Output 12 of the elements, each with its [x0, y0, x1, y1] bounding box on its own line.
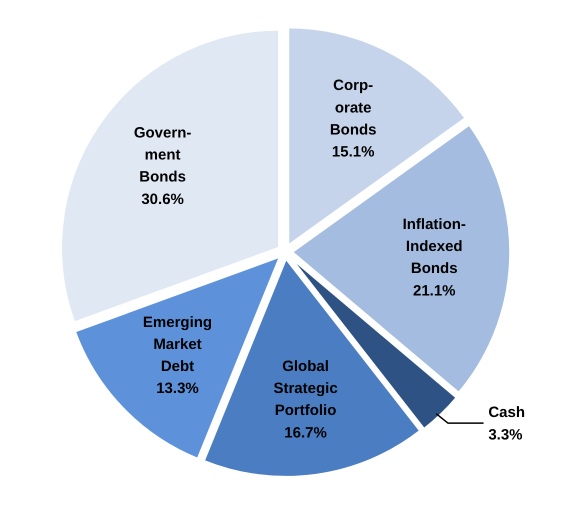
- data-label: 3.3%: [488, 426, 523, 444]
- slice-label: Govern- ment Bonds: [134, 124, 192, 186]
- slice-label: Global Strategic Portfolio: [273, 358, 338, 420]
- data-label: 16.7%: [284, 424, 327, 442]
- data-label: 15.1%: [332, 144, 374, 161]
- slice-label: Cash: [488, 404, 526, 422]
- data-label: 30.6%: [141, 190, 184, 208]
- data-label: 21.1%: [412, 282, 456, 300]
- slice-label: Inflation- Indexed Bonds: [402, 216, 466, 278]
- slice-label: Emerging Market Debt: [142, 314, 212, 375]
- slice-label: Corp- orate Bonds: [330, 77, 377, 138]
- data-label: 13.3%: [156, 380, 199, 398]
